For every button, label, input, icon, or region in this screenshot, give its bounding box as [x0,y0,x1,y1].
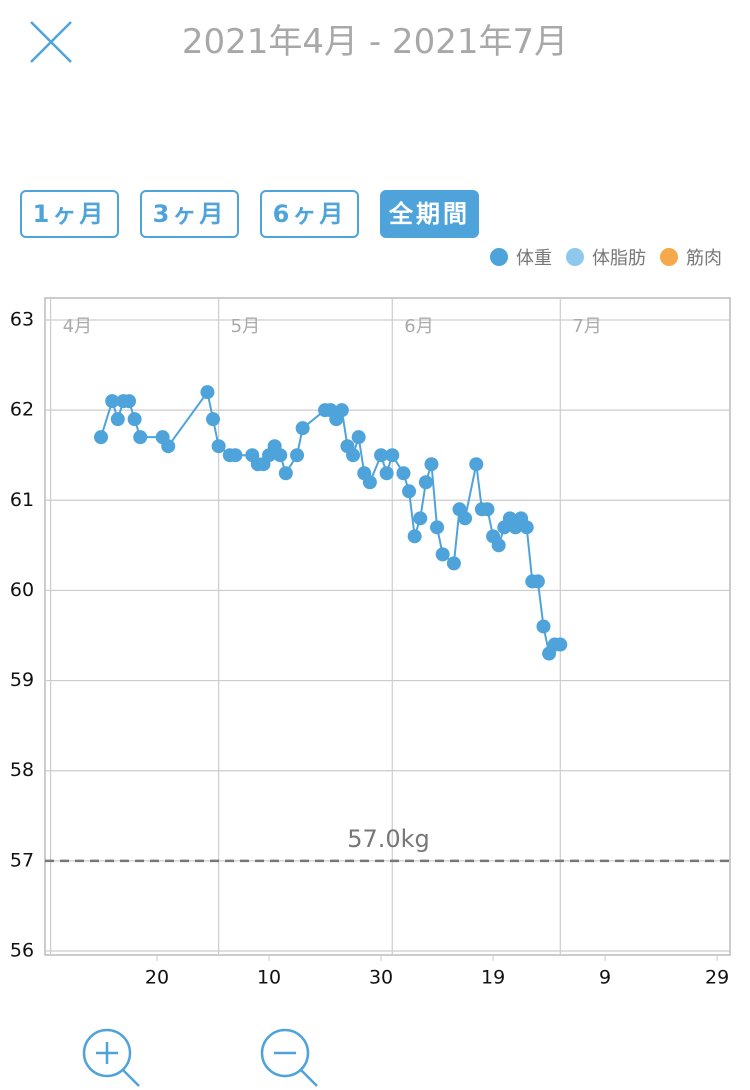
legend-label: 筋肉 [686,248,722,269]
zoom-out-button[interactable] [260,1028,318,1087]
data-point [133,430,148,445]
y-tick-label: 61 [10,489,34,511]
close-button[interactable] [30,21,72,63]
legend-item: 体脂肪 [566,244,646,270]
month-label: 7月 [572,316,601,337]
data-point [206,412,221,427]
data-point [553,637,568,652]
data-point [480,502,495,517]
data-point [530,574,545,589]
data-point [430,520,445,535]
y-tick-label: 62 [10,399,34,421]
y-tick-label: 63 [10,309,34,331]
legend-label: 体脂肪 [592,248,646,269]
y-tick-label: 60 [10,579,34,601]
legend-swatch [566,248,584,266]
data-point [374,448,389,463]
x-tick-label: 29 [705,967,729,989]
data-point [200,385,215,400]
grid [45,298,730,955]
data-point [396,466,411,481]
data-point [122,394,137,409]
data-point [211,439,226,454]
data-point [290,448,305,463]
data-point [110,412,125,427]
legend-item: 体重 [490,244,552,270]
x-tick-label: 10 [257,967,281,989]
zoom-in-button[interactable] [82,1028,140,1087]
period-button[interactable]: 全期間 [380,190,479,238]
data-point [94,430,109,445]
legend: 体重 体脂肪 筋肉 [490,244,722,270]
data-point [424,457,439,472]
data-point [351,430,366,445]
data-point [379,466,394,481]
data-point [273,448,288,463]
data-point [413,511,428,526]
data-point [295,421,310,436]
data-point [446,556,461,571]
legend-swatch [660,248,678,266]
period-button[interactable]: 1ヶ月 [20,190,119,238]
period-button[interactable]: 3ヶ月 [140,190,239,238]
data-point [418,475,433,490]
data-point [536,619,551,634]
month-label: 5月 [231,316,260,337]
x-tick-label: 30 [369,967,393,989]
date-range-title: 2021年4月 - 2021年7月 [181,22,569,62]
y-tick-label: 56 [10,940,34,962]
month-label: 4月 [63,316,92,337]
y-tick-label: 59 [10,669,34,691]
data-point [334,403,349,418]
target-label: 57.0kg [347,825,430,853]
data-point [458,511,473,526]
legend-label: 体重 [516,248,552,269]
data-point [435,547,450,562]
data-point [385,448,400,463]
data-point [519,520,534,535]
data-point [228,448,243,463]
y-tick-label: 58 [10,759,34,781]
data-point [402,484,417,499]
data-point [127,412,142,427]
period-button[interactable]: 6ヶ月 [260,190,359,238]
data-point [346,448,361,463]
legend-item: 筋肉 [660,244,722,270]
data-point [161,439,176,454]
x-tick-label: 19 [481,967,505,989]
data-point [491,538,506,553]
x-tick-label: 20 [145,967,169,989]
legend-swatch [490,248,508,266]
data-point [362,475,377,490]
data-point [105,394,120,409]
y-tick-label: 57 [10,849,34,871]
data-point [469,457,484,472]
month-label: 6月 [404,316,433,337]
x-tick-label: 9 [599,967,611,989]
data-point [278,466,293,481]
plot-frame [44,297,731,956]
data-point [407,529,422,544]
weight-line [100,389,561,657]
